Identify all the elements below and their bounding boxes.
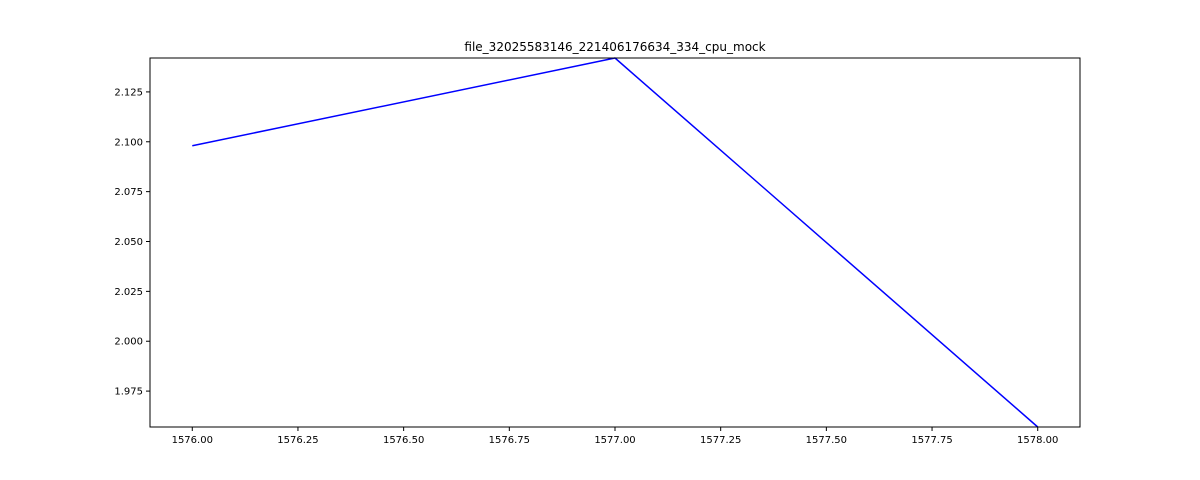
x-tick-label: 1577.75 — [911, 435, 952, 446]
x-tick-label: 1576.75 — [489, 435, 530, 446]
x-tick-label: 1576.00 — [172, 435, 213, 446]
x-tick-label: 1577.25 — [700, 435, 741, 446]
chart-title: file_32025583146_221406176634_334_cpu_mo… — [464, 40, 765, 54]
series-line-0 — [192, 57, 1039, 428]
y-axis: 1.975 2.000 2.025 2.050 2.075 2.100 2.125 — [114, 87, 150, 398]
y-tick-label: 2.125 — [114, 87, 143, 98]
y-tick-label: 2.050 — [114, 237, 143, 248]
x-tick-label: 1577.50 — [806, 435, 847, 446]
x-axis: 1576.00 1576.25 1576.50 1576.75 1577.00 1577.… — [172, 427, 1058, 446]
y-tick-label: 1.975 — [114, 387, 143, 398]
series-layer — [192, 57, 1039, 428]
x-tick-label: 1576.25 — [277, 435, 318, 446]
y-tick-label: 2.000 — [114, 337, 143, 348]
y-tick-label: 2.075 — [114, 187, 143, 198]
x-tick-label: 1576.50 — [383, 435, 424, 446]
y-tick-label: 2.025 — [114, 287, 143, 298]
y-tick-label: 2.100 — [114, 137, 143, 148]
x-tick-label: 1578.00 — [1017, 435, 1058, 446]
x-tick-label: 1577.00 — [594, 435, 635, 446]
plot-frame — [149, 57, 1081, 428]
